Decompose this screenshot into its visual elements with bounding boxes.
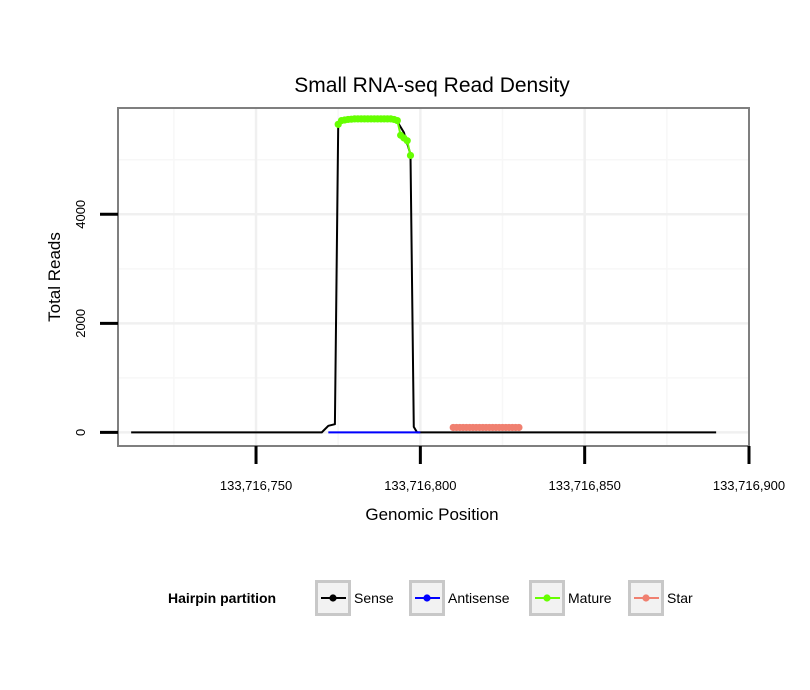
legend-label-mature: Mature [568,590,612,606]
plot-border [117,107,750,447]
legend-swatch-point [642,594,650,602]
chart-title: Small RNA-seq Read Density [294,74,570,97]
legend-swatch-point [329,594,337,602]
legend: Hairpin partition Sense Antisense Mature St… [168,580,693,616]
plot-panel [118,108,749,446]
legend-label-sense: Sense [354,590,394,606]
mature-data-point [403,137,411,145]
legend-swatch-point [423,594,431,602]
legend-label-antisense: Antisense [448,590,510,606]
y-tick-label: 0 [73,429,88,436]
x-tick-label: 133,716,750 [220,478,292,493]
series-layer [131,115,717,434]
legend-swatch-point [543,594,551,602]
mature-data-point [406,151,415,160]
y-tick-label: 4000 [73,200,88,229]
x-axis-title: Genomic Position [365,505,498,524]
x-tick-label: 133,716,850 [549,478,621,493]
y-axis-title: Total Reads [45,232,64,322]
legend-label-star: Star [667,590,693,606]
legend-item-mature: Mature [529,580,612,616]
legend-item-sense: Sense [315,580,394,616]
legend-item-antisense: Antisense [409,580,510,616]
star-data-point [515,423,523,432]
legend-item-star: Star [628,580,693,616]
x-tick-label: 133,716,900 [713,478,785,493]
mature-data-point [393,116,401,125]
legend-title: Hairpin partition [168,590,276,606]
axes: 0 2000 4000 133,716,750 133,716,800 133,716,8… [73,200,785,493]
y-tick-label: 2000 [73,309,88,338]
x-tick-label: 133,716,800 [384,478,456,493]
